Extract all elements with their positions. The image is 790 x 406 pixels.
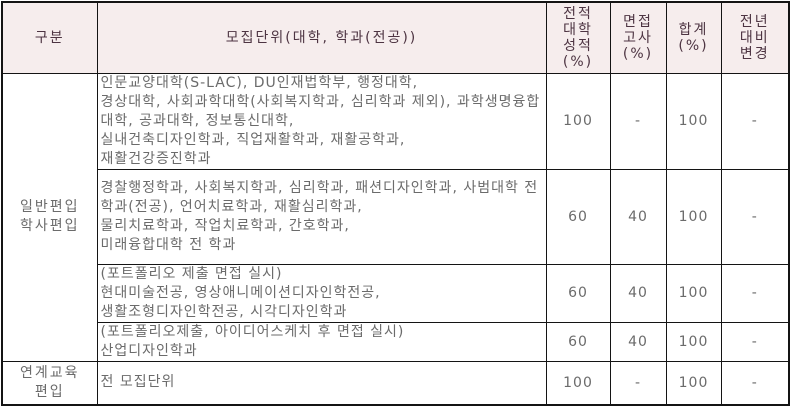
yoy-change-cell: - (720, 360, 790, 406)
table-row: 연계교육 편입 전 모집단위 100 - 100 - (1, 360, 790, 406)
prev-score-cell: 60 (545, 263, 611, 323)
yoy-change-cell: - (720, 72, 790, 170)
table-row: 경찰행정학과, 사회복지학과, 심리학과, 패션디자인학과, 사범대학 전 학과… (2, 168, 790, 265)
interview-cell: 40 (609, 263, 667, 323)
total-cell: 100 (665, 321, 722, 362)
col-header-yoy-change: 전년 대비 변경 (720, 1, 790, 74)
total-cell: 100 (665, 72, 722, 170)
yoy-change-cell: - (720, 321, 790, 362)
prev-score-cell: 60 (545, 168, 611, 265)
table-row: 일반편입 학사편입 인문교양대학(S-LAC), DU인재법학부, 행정대학, … (1, 72, 790, 362)
yoy-change-cell: - (720, 263, 790, 323)
category-cell-linked-education-transfer: 연계교육 편입 (1, 360, 98, 406)
header-row: 구분 모집단위(대학, 학과(전공)) 전적 대학 성적 (%) 면접 고사 (… (1, 1, 790, 74)
unit-cell: 전 모집단위 (96, 360, 547, 406)
col-header-interview: 면접 고사 (%) (609, 1, 667, 74)
unit-cell: (포트폴리오제출, 아이디어스케치 후 면접 실시) 산업디자인학과 (96, 321, 547, 362)
col-header-prev-univ-score: 전적 대학 성적 (%) (545, 1, 611, 74)
total-cell: 100 (665, 360, 722, 406)
prev-score-cell: 100 (545, 360, 611, 406)
interview-cell: - (609, 360, 667, 406)
unit-cell: 경찰행정학과, 사회복지학과, 심리학과, 패션디자인학과, 사범대학 전 학과… (96, 168, 547, 265)
total-cell: 100 (665, 168, 722, 265)
col-header-total: 합계 (%) (665, 1, 722, 74)
table-row: (포트폴리오제출, 아이디어스케치 후 면접 실시) 산업디자인학과 60 40… (2, 321, 790, 362)
prev-score-cell: 60 (545, 321, 611, 362)
interview-cell: - (609, 72, 667, 170)
interview-cell: 40 (609, 168, 667, 265)
total-cell: 100 (665, 263, 722, 323)
unit-cell: 인문교양대학(S-LAC), DU인재법학부, 행정대학, 경상대학, 사회과학… (96, 72, 547, 170)
yoy-change-cell: - (720, 168, 790, 265)
unit-cell: (포트폴리오 제출 면접 실시) 현대미술전공, 영상애니메이션디자인학전공, … (96, 263, 547, 323)
category-cell-general-transfer: 일반편입 학사편입 (1, 72, 98, 362)
prev-score-cell: 100 (545, 72, 611, 170)
col-header-unit: 모집단위(대학, 학과(전공)) (96, 1, 547, 74)
col-header-category: 구분 (1, 1, 98, 74)
interview-cell: 40 (609, 321, 667, 362)
table-row: (포트폴리오 제출 면접 실시) 현대미술전공, 영상애니메이션디자인학전공, … (2, 263, 790, 323)
